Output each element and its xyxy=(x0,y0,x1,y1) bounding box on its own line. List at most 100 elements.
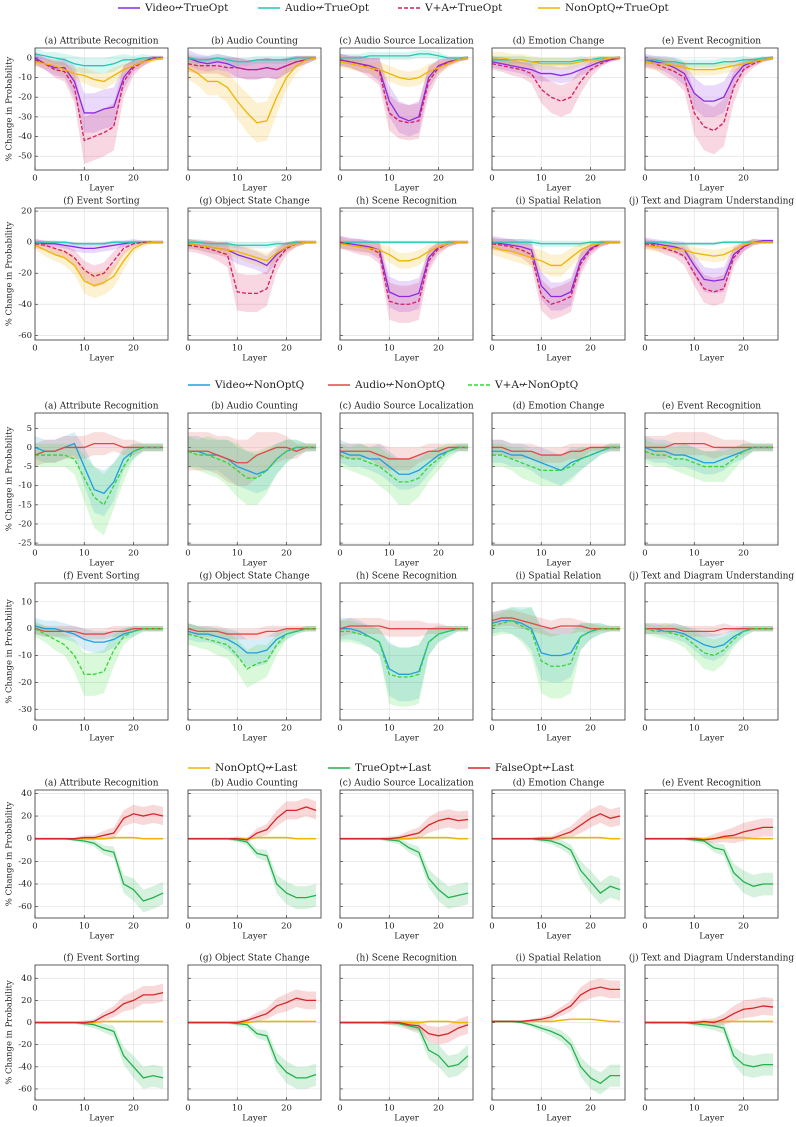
y-tick-label: -60 xyxy=(18,1084,32,1094)
series-line xyxy=(187,628,317,635)
y-tick-label: -5 xyxy=(24,462,32,472)
x-tick-label: 10 xyxy=(536,1104,547,1114)
plot-frame xyxy=(644,964,779,1101)
plot-frame xyxy=(34,412,169,546)
y-tick-label: 40 xyxy=(21,974,32,984)
x-tick-label: 10 xyxy=(232,1104,243,1114)
panel-title: (b) Audio Counting xyxy=(211,778,298,789)
y-tick-label: 0 xyxy=(27,1018,32,1028)
series-line xyxy=(187,241,317,262)
series-line xyxy=(34,241,164,287)
x-tick-label: 10 xyxy=(79,724,90,734)
y-axis-label: % Change in Probability xyxy=(5,980,15,1085)
plot-frame xyxy=(187,789,322,919)
y-tick-label: -40 xyxy=(18,132,32,142)
y-tick-label: -20 xyxy=(18,93,32,103)
confidence-band xyxy=(188,49,317,80)
legend-label: Audio↚NonOptQ xyxy=(354,379,445,391)
series-line xyxy=(491,57,621,102)
x-tick-label: 10 xyxy=(384,724,395,734)
x-axis-label: Layer xyxy=(394,184,420,194)
series-line xyxy=(339,57,469,124)
panel-title: (e) Event Recognition xyxy=(662,401,761,412)
x-tick-label: 20 xyxy=(433,724,444,734)
plot-frame xyxy=(644,412,779,546)
confidence-band xyxy=(492,235,621,311)
plot-frame xyxy=(491,207,626,341)
series-line xyxy=(644,57,774,71)
plot-frame xyxy=(34,964,169,1101)
confidence-band xyxy=(188,797,317,843)
x-tick-label: 10 xyxy=(536,174,547,184)
panel-title: (j) Text and Diagram Understanding xyxy=(629,196,795,207)
panel-title: (h) Scene Recognition xyxy=(356,196,457,207)
confidence-band xyxy=(492,237,621,320)
series-line xyxy=(492,446,621,456)
confidence-band xyxy=(340,239,469,269)
confidence-band xyxy=(645,55,774,155)
plot-frame xyxy=(644,789,779,919)
y-tick-label: -15 xyxy=(18,500,32,510)
confidence-band xyxy=(340,55,469,88)
x-axis-label: Layer xyxy=(242,184,268,194)
panel-title: (f) Event Sorting xyxy=(63,571,140,582)
y-tick-label: -20 xyxy=(18,519,32,529)
panel-title: (g) Object State Change xyxy=(199,196,309,207)
y-tick-label: -30 xyxy=(18,705,32,715)
series-line xyxy=(645,1005,774,1024)
x-tick-label: 0 xyxy=(32,344,37,354)
legend-label: Audio↚TrueOpt xyxy=(284,2,370,14)
x-tick-label: 20 xyxy=(128,1104,139,1114)
plot-frame xyxy=(187,964,322,1101)
panel-title: (a) Attribute Recognition xyxy=(44,778,158,789)
series-line xyxy=(491,241,621,306)
confidence-band xyxy=(188,53,317,66)
confidence-band xyxy=(340,53,469,137)
y-tick-label: -30 xyxy=(18,112,32,122)
y-tick-label: -20 xyxy=(18,1040,32,1050)
x-tick-label: 0 xyxy=(337,344,342,354)
x-axis-label: Layer xyxy=(242,734,268,744)
plot-frame xyxy=(491,789,626,919)
confidence-band xyxy=(340,1020,469,1078)
y-tick-label: 0 xyxy=(27,834,32,844)
confidence-band xyxy=(645,837,774,898)
x-tick-label: 10 xyxy=(536,724,547,734)
x-tick-label: 10 xyxy=(384,344,395,354)
series-line xyxy=(34,628,164,675)
panel-title: (i) Spatial Relation xyxy=(516,953,602,964)
confidence-band xyxy=(188,239,317,249)
x-axis-label: Layer xyxy=(546,932,572,942)
x-tick-label: 10 xyxy=(232,344,243,354)
plot-frame xyxy=(339,582,474,721)
confidence-band xyxy=(492,439,621,463)
x-axis-label: Layer xyxy=(394,1114,420,1124)
x-axis-label: Layer xyxy=(242,1114,268,1124)
series-line xyxy=(339,57,469,81)
panel-title: (g) Object State Change xyxy=(199,571,309,582)
plot-frame xyxy=(187,412,322,546)
series-line xyxy=(188,446,317,464)
y-tick-label: -40 xyxy=(18,300,32,310)
y-tick-label: -40 xyxy=(18,1062,32,1072)
plot-frame xyxy=(644,47,779,171)
series-line xyxy=(34,57,164,83)
series-line xyxy=(491,619,621,667)
confidence-band xyxy=(35,983,164,1025)
confidence-band xyxy=(492,837,621,905)
panel-title: (e) Event Recognition xyxy=(662,36,761,47)
x-axis-label: Layer xyxy=(699,734,725,744)
x-tick-label: 10 xyxy=(689,344,700,354)
confidence-band xyxy=(188,435,317,494)
confidence-band xyxy=(188,239,317,269)
x-tick-label: 20 xyxy=(738,922,749,932)
x-tick-label: 20 xyxy=(738,344,749,354)
panel-title: (b) Audio Counting xyxy=(211,36,298,47)
confidence-band xyxy=(340,1015,469,1045)
series-line xyxy=(35,241,164,245)
confidence-band xyxy=(645,55,774,68)
x-tick-label: 20 xyxy=(128,724,139,734)
plot-frame xyxy=(187,207,322,341)
series-line xyxy=(34,628,164,635)
x-tick-label: 20 xyxy=(433,344,444,354)
